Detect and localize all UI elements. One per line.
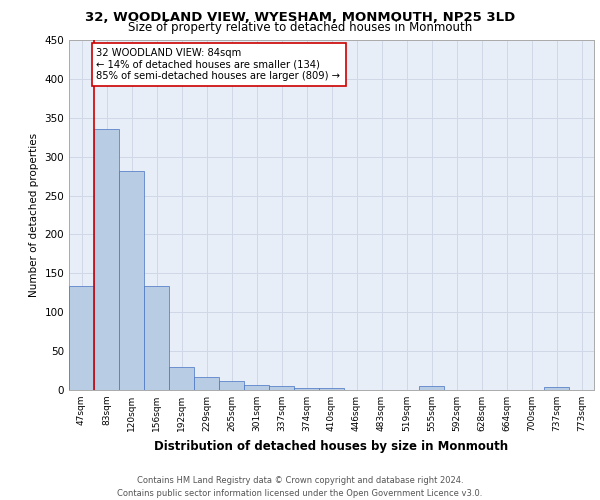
Bar (144, 286, 169, 390)
Bar (119, 172, 144, 390)
Bar (294, 388, 319, 390)
X-axis label: Distribution of detached houses by size in Monmouth: Distribution of detached houses by size … (154, 440, 509, 452)
Bar (94, 130, 119, 390)
Bar (319, 388, 344, 390)
Bar (194, 377, 219, 390)
Bar (69, 286, 94, 390)
Bar (544, 387, 569, 390)
Text: Size of property relative to detached houses in Monmouth: Size of property relative to detached ho… (128, 21, 472, 34)
Text: Contains HM Land Registry data © Crown copyright and database right 2024.
Contai: Contains HM Land Registry data © Crown c… (118, 476, 482, 498)
Y-axis label: Number of detached properties: Number of detached properties (29, 133, 39, 297)
Text: 32 WOODLAND VIEW: 84sqm
← 14% of detached houses are smaller (134)
85% of semi-d: 32 WOODLAND VIEW: 84sqm ← 14% of detache… (97, 48, 341, 81)
Bar (269, 386, 294, 390)
Text: 32, WOODLAND VIEW, WYESHAM, MONMOUTH, NP25 3LD: 32, WOODLAND VIEW, WYESHAM, MONMOUTH, NP… (85, 11, 515, 24)
Bar (219, 382, 244, 390)
Bar (244, 386, 269, 390)
Bar (419, 386, 444, 390)
Bar (169, 368, 194, 390)
